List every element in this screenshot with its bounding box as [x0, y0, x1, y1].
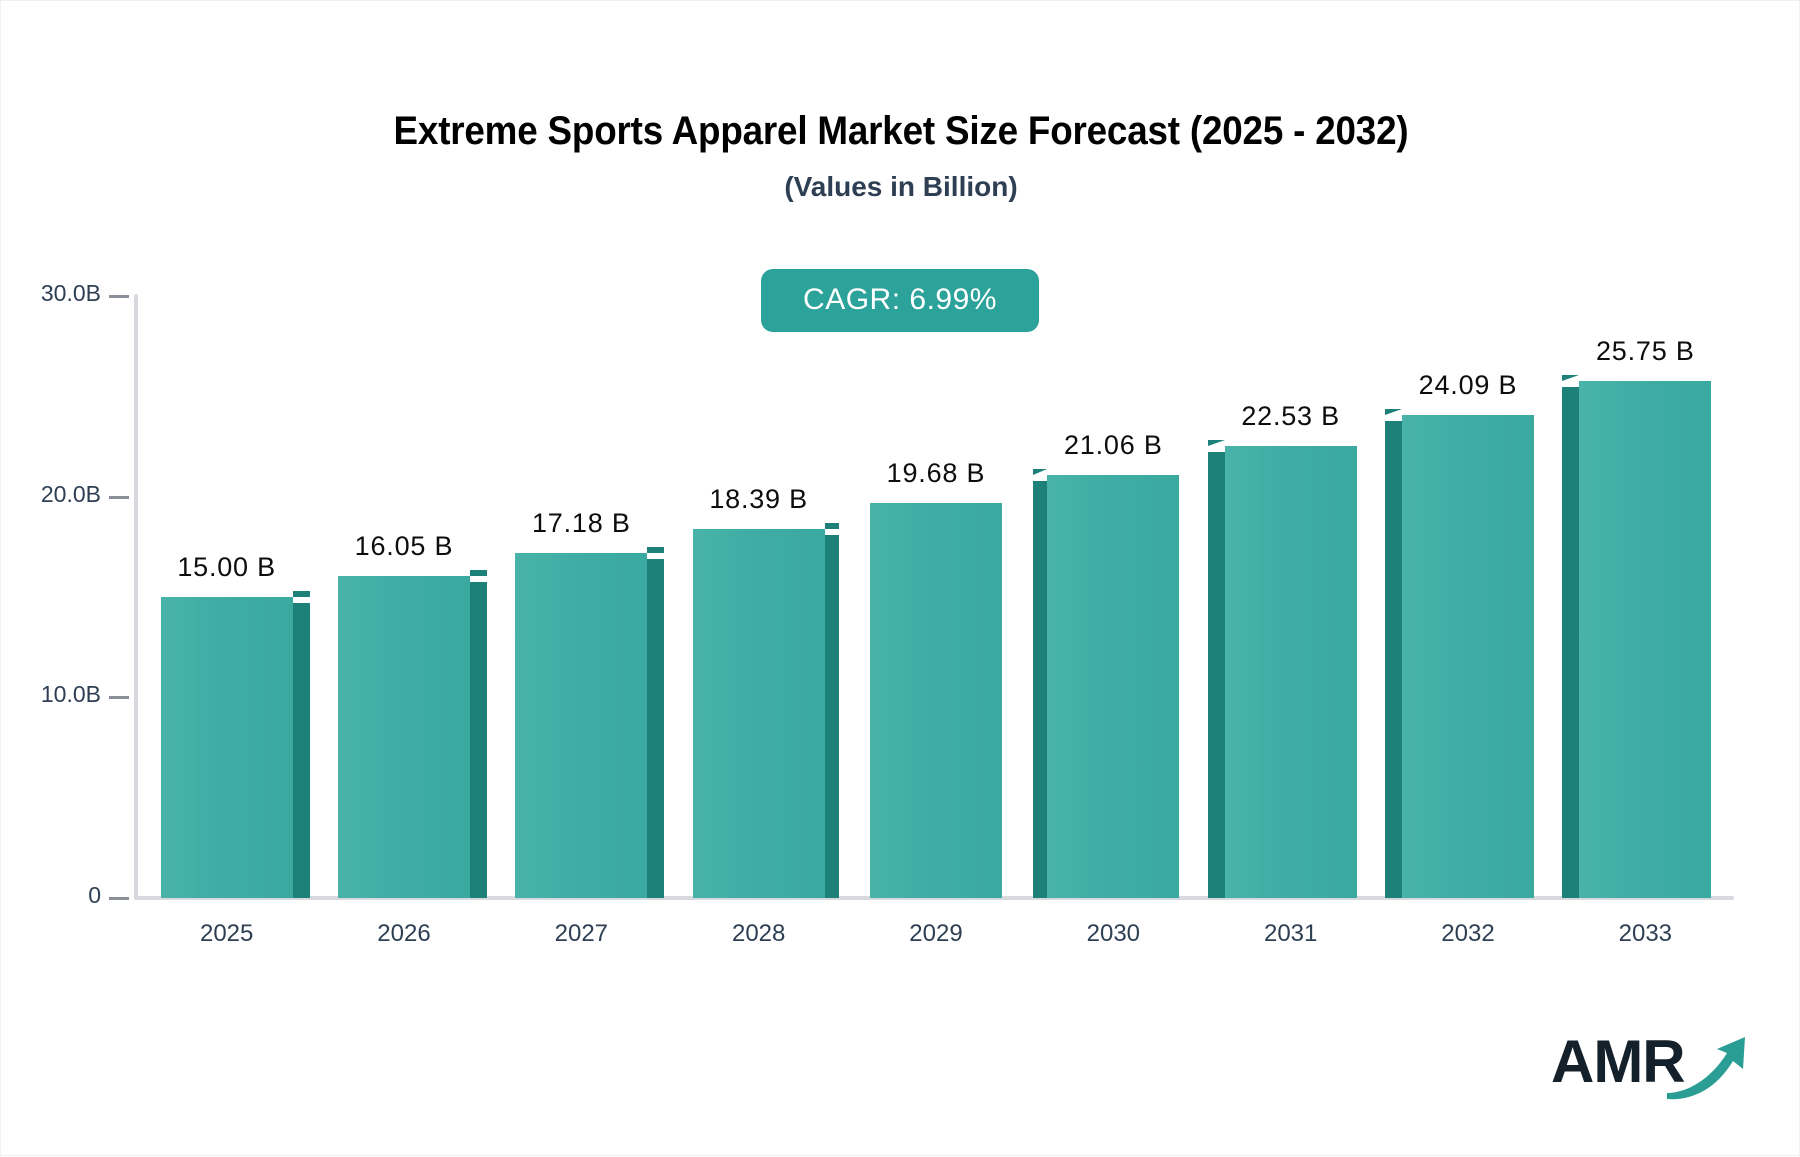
bar-side-face — [470, 581, 487, 898]
growth-arrow-icon — [1667, 1037, 1745, 1100]
bar: 22.53 B — [1207, 401, 1357, 898]
bar-front-face — [1224, 445, 1357, 898]
bar: 19.68 B — [870, 458, 1002, 898]
y-axis-line — [134, 294, 138, 900]
bar-side-face — [1207, 451, 1225, 898]
y-axis-tick-label: 0 — [88, 882, 101, 908]
x-axis-category-label: 2031 — [1263, 920, 1318, 947]
bar: 21.06 B — [1033, 430, 1180, 898]
bar-front-face — [515, 553, 648, 898]
page-title: Extreme Sports Apparel Market Size Forec… — [393, 109, 1409, 153]
bar-top-bevel — [824, 522, 839, 529]
bar-side-face — [292, 603, 310, 898]
bar: 15.00 B — [160, 552, 310, 898]
bar: 17.18 B — [515, 508, 665, 898]
bar: 25.75 B — [1562, 336, 1712, 898]
bar-value-label: 16.05 B — [354, 530, 454, 561]
x-axis-category-label: 2025 — [199, 920, 254, 947]
bar: 18.39 B — [692, 484, 839, 898]
bar-top-bevel — [292, 591, 310, 597]
bar-side-face — [1033, 481, 1048, 898]
y-axis-tick — [109, 897, 129, 900]
bar-value-label: 17.18 B — [531, 508, 631, 539]
bar-top-bevel — [1385, 408, 1402, 415]
bar-front-face — [1402, 414, 1534, 898]
bar-side-face — [824, 534, 839, 898]
bar-top-bevel — [470, 569, 487, 576]
bar-front-face — [338, 575, 470, 898]
x-axis-category-label: 2033 — [1618, 920, 1673, 947]
bar: 24.09 B — [1385, 370, 1534, 898]
amr-logo-text: AMR — [1551, 1028, 1686, 1095]
y-axis-tick — [109, 295, 129, 298]
x-axis-category-label: 2027 — [554, 920, 609, 947]
bar-front-face — [1579, 381, 1712, 898]
bar-side-face — [647, 559, 665, 898]
x-axis-category-label: 2026 — [377, 920, 431, 947]
bar-side-face — [1385, 420, 1402, 898]
x-axis-category-label: 2028 — [731, 920, 786, 947]
y-axis-tick-label: 30.0B — [40, 280, 101, 306]
bar-value-label: 22.53 B — [1241, 400, 1340, 431]
x-axis-line — [134, 896, 1734, 900]
bar-top-bevel — [1562, 375, 1580, 382]
bar-front-face — [870, 503, 1002, 898]
y-axis-tick-label: 20.0B — [40, 480, 101, 507]
bar-top-bevel — [647, 547, 665, 554]
y-axis-tick — [109, 495, 129, 499]
chart-subtitle: (Values in Billion) — [784, 171, 1018, 202]
bar-side-face — [1562, 387, 1580, 898]
bar-top-bevel — [1207, 439, 1225, 446]
bar-value-label: 24.09 B — [1418, 369, 1518, 400]
bar-value-label: 21.06 B — [1063, 430, 1163, 461]
cagr-badge: CAGR: 6.99% — [761, 269, 1039, 332]
bar-top-bevel — [1033, 469, 1048, 476]
bar-value-label: 18.39 B — [709, 483, 808, 514]
y-axis-tick — [109, 696, 129, 700]
x-axis-category-label: 2032 — [1441, 920, 1495, 947]
bar-front-face — [692, 528, 825, 898]
bar: 16.05 B — [338, 531, 487, 898]
bar-front-face — [1047, 475, 1180, 898]
bar-value-label: 25.75 B — [1595, 336, 1695, 367]
x-axis-category-label: 2029 — [909, 920, 963, 947]
x-axis-category-label: 2030 — [1086, 920, 1141, 947]
y-axis-tick-label: 10.0B — [40, 681, 101, 708]
bar-front-face — [160, 597, 293, 898]
bar-value-label: 19.68 B — [886, 458, 986, 489]
bar-value-label: 15.00 B — [177, 552, 276, 582]
amr-logo: AMR — [1551, 1021, 1751, 1107]
